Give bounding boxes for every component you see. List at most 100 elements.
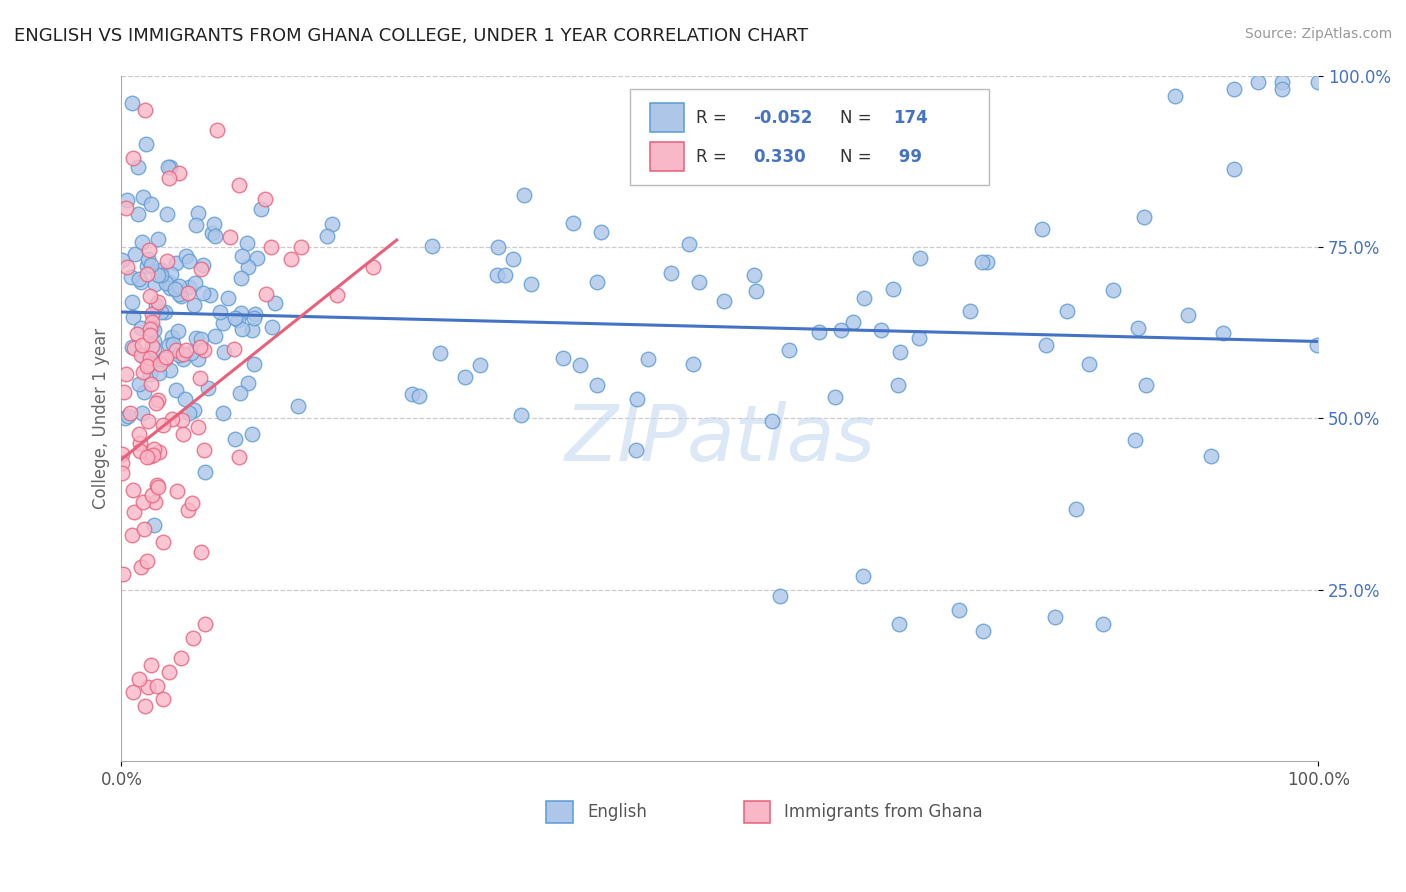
Point: [141, 320, 163, 334]
Point: [179, 253, 201, 268]
Point: [240, 426, 263, 441]
Point: [420, 239, 443, 253]
Point: [562, 216, 585, 230]
Point: [159, 281, 181, 295]
Point: [139, 322, 162, 336]
Point: [111, 252, 134, 267]
Point: [146, 232, 169, 246]
Point: [659, 266, 682, 280]
Point: [146, 268, 169, 282]
Point: [243, 311, 266, 326]
Point: [141, 339, 163, 353]
Point: [124, 246, 146, 260]
Point: [117, 409, 139, 423]
Text: R =: R =: [696, 109, 733, 127]
Point: [231, 321, 253, 335]
Text: N =: N =: [839, 148, 876, 166]
Point: [131, 338, 153, 352]
Point: [169, 289, 191, 303]
Point: [131, 350, 153, 364]
Point: [236, 260, 259, 274]
Point: [250, 202, 273, 216]
Point: [181, 631, 204, 645]
Point: [243, 357, 266, 371]
Point: [1126, 320, 1149, 334]
Point: [155, 207, 177, 221]
Point: [160, 330, 183, 344]
Point: [148, 366, 170, 380]
Point: [744, 284, 766, 298]
Text: -0.052: -0.052: [754, 109, 813, 127]
Point: [190, 332, 212, 346]
Point: [167, 287, 190, 301]
Point: [887, 378, 910, 392]
Point: [188, 340, 211, 354]
Point: [454, 370, 477, 384]
Point: [136, 554, 159, 568]
Point: [129, 321, 152, 335]
Text: N =: N =: [839, 109, 876, 127]
Text: 99: 99: [893, 148, 922, 166]
Point: [959, 304, 981, 318]
Point: [118, 406, 141, 420]
Point: [139, 258, 162, 272]
Point: [131, 406, 153, 420]
Point: [1306, 337, 1329, 351]
Point: [128, 377, 150, 392]
Point: [153, 351, 176, 366]
Point: [401, 387, 423, 401]
Point: [569, 358, 592, 372]
Point: [135, 136, 157, 151]
Point: [290, 240, 312, 254]
Point: [243, 307, 266, 321]
Point: [141, 307, 163, 321]
Point: [321, 218, 343, 232]
Point: [127, 160, 149, 174]
Point: [141, 488, 163, 502]
Point: [626, 392, 648, 407]
Point: [869, 323, 891, 337]
Point: [1271, 82, 1294, 96]
Point: [138, 244, 160, 258]
Point: [114, 411, 136, 425]
Point: [131, 189, 153, 203]
Point: [326, 288, 349, 302]
Point: [136, 359, 159, 373]
Text: ZIPatlas: ZIPatlas: [564, 401, 876, 477]
Point: [112, 566, 135, 581]
Point: [824, 390, 846, 404]
Point: [889, 345, 911, 359]
Bar: [651, 103, 683, 132]
Point: [1102, 283, 1125, 297]
Point: [224, 342, 246, 356]
Point: [131, 275, 153, 289]
Point: [231, 249, 253, 263]
Point: [1123, 433, 1146, 447]
Point: [157, 665, 180, 679]
Point: [229, 306, 252, 320]
Point: [111, 466, 134, 480]
Point: [948, 603, 970, 617]
Point: [114, 201, 136, 215]
Point: [742, 268, 765, 282]
Point: [139, 367, 162, 381]
Point: [138, 357, 160, 371]
FancyBboxPatch shape: [630, 89, 990, 186]
Point: [128, 427, 150, 442]
Point: [152, 535, 174, 549]
Point: [172, 426, 194, 441]
Point: [157, 338, 180, 352]
Point: [139, 449, 162, 463]
Point: [149, 357, 172, 371]
Point: [229, 385, 252, 400]
Point: [242, 323, 264, 337]
Point: [121, 95, 143, 110]
Point: [187, 420, 209, 434]
Point: [149, 263, 172, 277]
Point: [148, 444, 170, 458]
Point: [143, 334, 166, 348]
Point: [212, 406, 235, 420]
Point: [852, 569, 875, 583]
Bar: [651, 143, 683, 171]
Text: 0.330: 0.330: [754, 148, 806, 166]
